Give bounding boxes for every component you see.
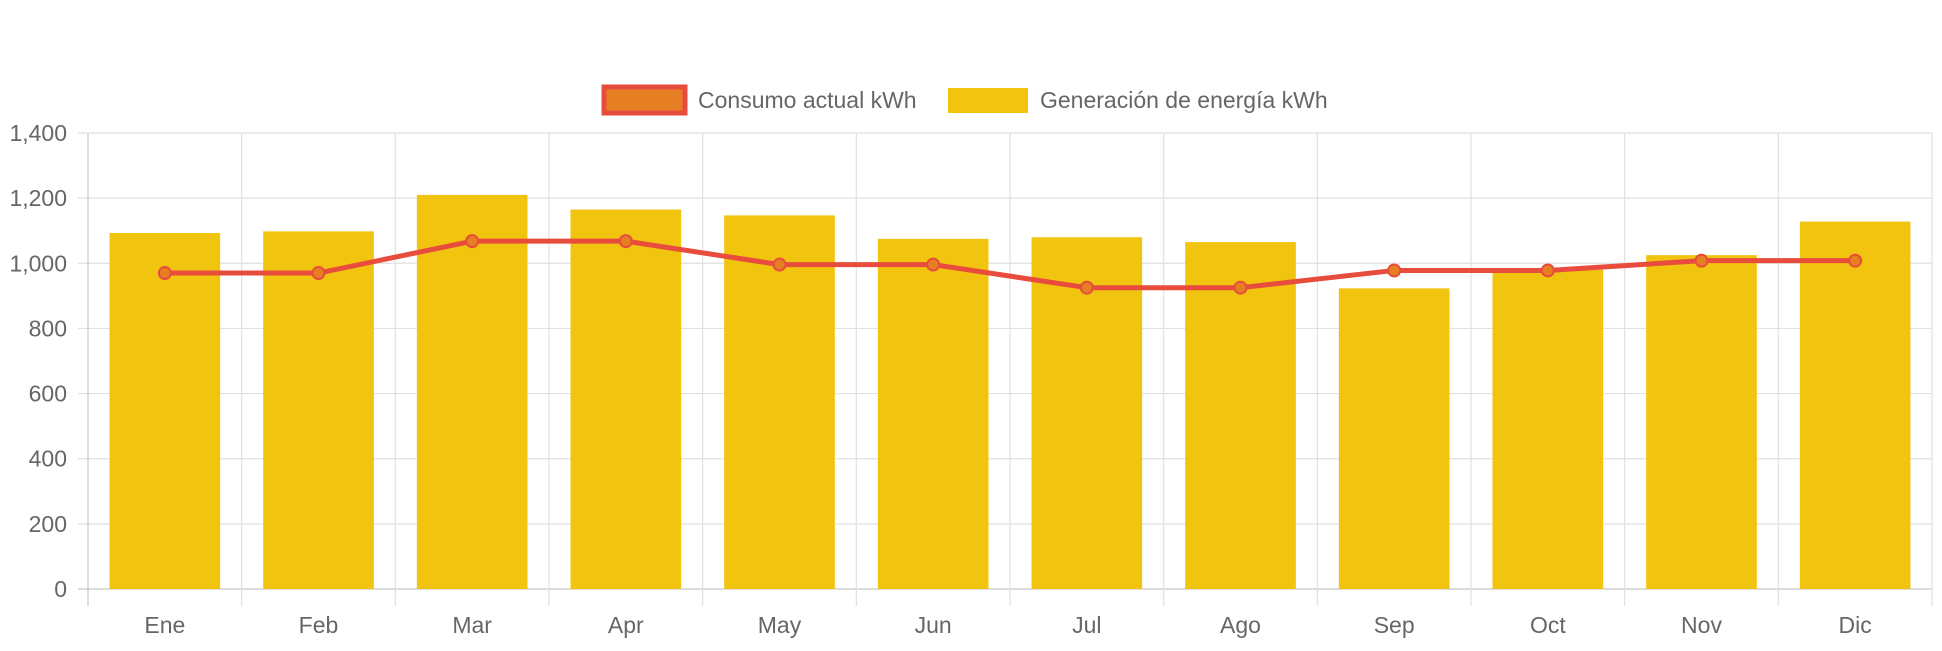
bar[interactable]: [877, 238, 989, 589]
bar[interactable]: [1492, 269, 1604, 589]
bar[interactable]: [1646, 255, 1757, 589]
x-axis: Ene Feb Mar Apr May Jun Jul Ago Sep Oct Nov Dic: [144, 612, 1871, 638]
x-tick-label: Sep: [1374, 612, 1415, 638]
line-point[interactable]: [1848, 253, 1863, 268]
bar[interactable]: [570, 209, 682, 590]
line-point[interactable]: [1540, 263, 1555, 278]
y-tick-label: 200: [29, 511, 67, 537]
line-series-consumo: [157, 234, 1863, 295]
line-point[interactable]: [1387, 263, 1402, 278]
y-tick-label: 1,000: [9, 250, 67, 276]
x-tick-label: May: [758, 612, 802, 638]
y-tick-label: 600: [29, 381, 67, 407]
bar[interactable]: [724, 215, 835, 590]
legend-label-generacion: Generación de energía kWh: [1040, 87, 1328, 113]
bar[interactable]: [1799, 221, 1911, 589]
y-tick-label: 1,400: [9, 120, 67, 146]
line-point[interactable]: [311, 266, 326, 281]
bar[interactable]: [263, 231, 374, 589]
x-tick-label: Ene: [144, 612, 185, 638]
line-point[interactable]: [926, 257, 941, 272]
x-tick-label: Ago: [1220, 612, 1261, 638]
grid: [78, 132, 1933, 606]
legend: Consumo actual kWh Generación de energía…: [601, 84, 1328, 116]
legend-swatch-consumo: [601, 84, 688, 116]
bar[interactable]: [1031, 237, 1143, 589]
line-point[interactable]: [618, 234, 633, 249]
line-point[interactable]: [465, 234, 480, 249]
line-point[interactable]: [1233, 280, 1248, 295]
x-tick-label: Oct: [1530, 612, 1566, 638]
bar[interactable]: [1338, 288, 1450, 589]
x-tick-label: Feb: [299, 612, 339, 638]
line-point[interactable]: [157, 266, 172, 281]
x-tick-label: Mar: [452, 612, 492, 638]
line-point[interactable]: [1079, 280, 1094, 295]
y-tick-label: 0: [54, 576, 67, 602]
x-tick-label: Dic: [1839, 612, 1872, 638]
bar[interactable]: [109, 232, 221, 589]
y-tick-label: 1,200: [9, 185, 67, 211]
y-tick-label: 800: [29, 315, 67, 341]
y-tick-label: 400: [29, 446, 67, 472]
bar-series-generacion: [109, 194, 1911, 590]
line-point[interactable]: [772, 257, 787, 272]
x-tick-label: Apr: [608, 612, 644, 638]
line-point[interactable]: [1694, 253, 1709, 268]
x-tick-label: Nov: [1681, 612, 1722, 638]
x-tick-label: Jun: [915, 612, 952, 638]
bar[interactable]: [1185, 242, 1296, 589]
y-axis: 0 200 400 600 800 1,000 1,200 1,400: [9, 120, 67, 602]
bar[interactable]: [416, 194, 528, 589]
x-tick-label: Jul: [1072, 612, 1101, 638]
legend-item-consumo[interactable]: Consumo actual kWh: [601, 84, 917, 116]
line-path: [164, 238, 1856, 291]
legend-item-generacion[interactable]: Generación de energía kWh: [948, 87, 1328, 113]
legend-label-consumo: Consumo actual kWh: [698, 87, 917, 113]
legend-swatch-generacion: [948, 88, 1028, 113]
